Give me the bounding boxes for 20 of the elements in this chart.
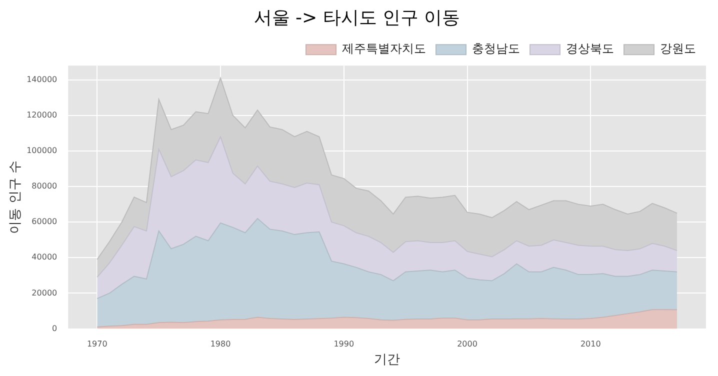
x-tick-label: 2000 bbox=[457, 340, 478, 349]
y-tick-label: 0 bbox=[52, 324, 58, 333]
y-tick-label: 20000 bbox=[32, 288, 58, 298]
y-tick-label: 100000 bbox=[26, 146, 58, 156]
x-tick-label: 1990 bbox=[334, 340, 354, 349]
legend-label: 경상북도 bbox=[566, 42, 614, 56]
y-tick-label: 120000 bbox=[26, 110, 58, 120]
y-tick-label: 140000 bbox=[26, 74, 58, 84]
y-tick-label: 80000 bbox=[32, 182, 58, 191]
x-tick-label: 1970 bbox=[86, 340, 108, 349]
legend-label: 강원도 bbox=[660, 42, 696, 56]
legend-label: 제주특별자치도 bbox=[342, 42, 426, 56]
x-axis-title: 기간 bbox=[374, 352, 400, 368]
legend-label: 충청남도 bbox=[472, 42, 520, 56]
y-axis-title: 이동 인구 수 bbox=[8, 160, 24, 234]
y-tick-label: 60000 bbox=[32, 217, 58, 226]
x-tick-label: 2010 bbox=[580, 340, 601, 349]
x-tick-label: 1980 bbox=[210, 340, 231, 349]
chart-title: 서울 -> 타시도 인구 이동 bbox=[254, 7, 460, 28]
y-tick-label: 40000 bbox=[32, 252, 58, 262]
